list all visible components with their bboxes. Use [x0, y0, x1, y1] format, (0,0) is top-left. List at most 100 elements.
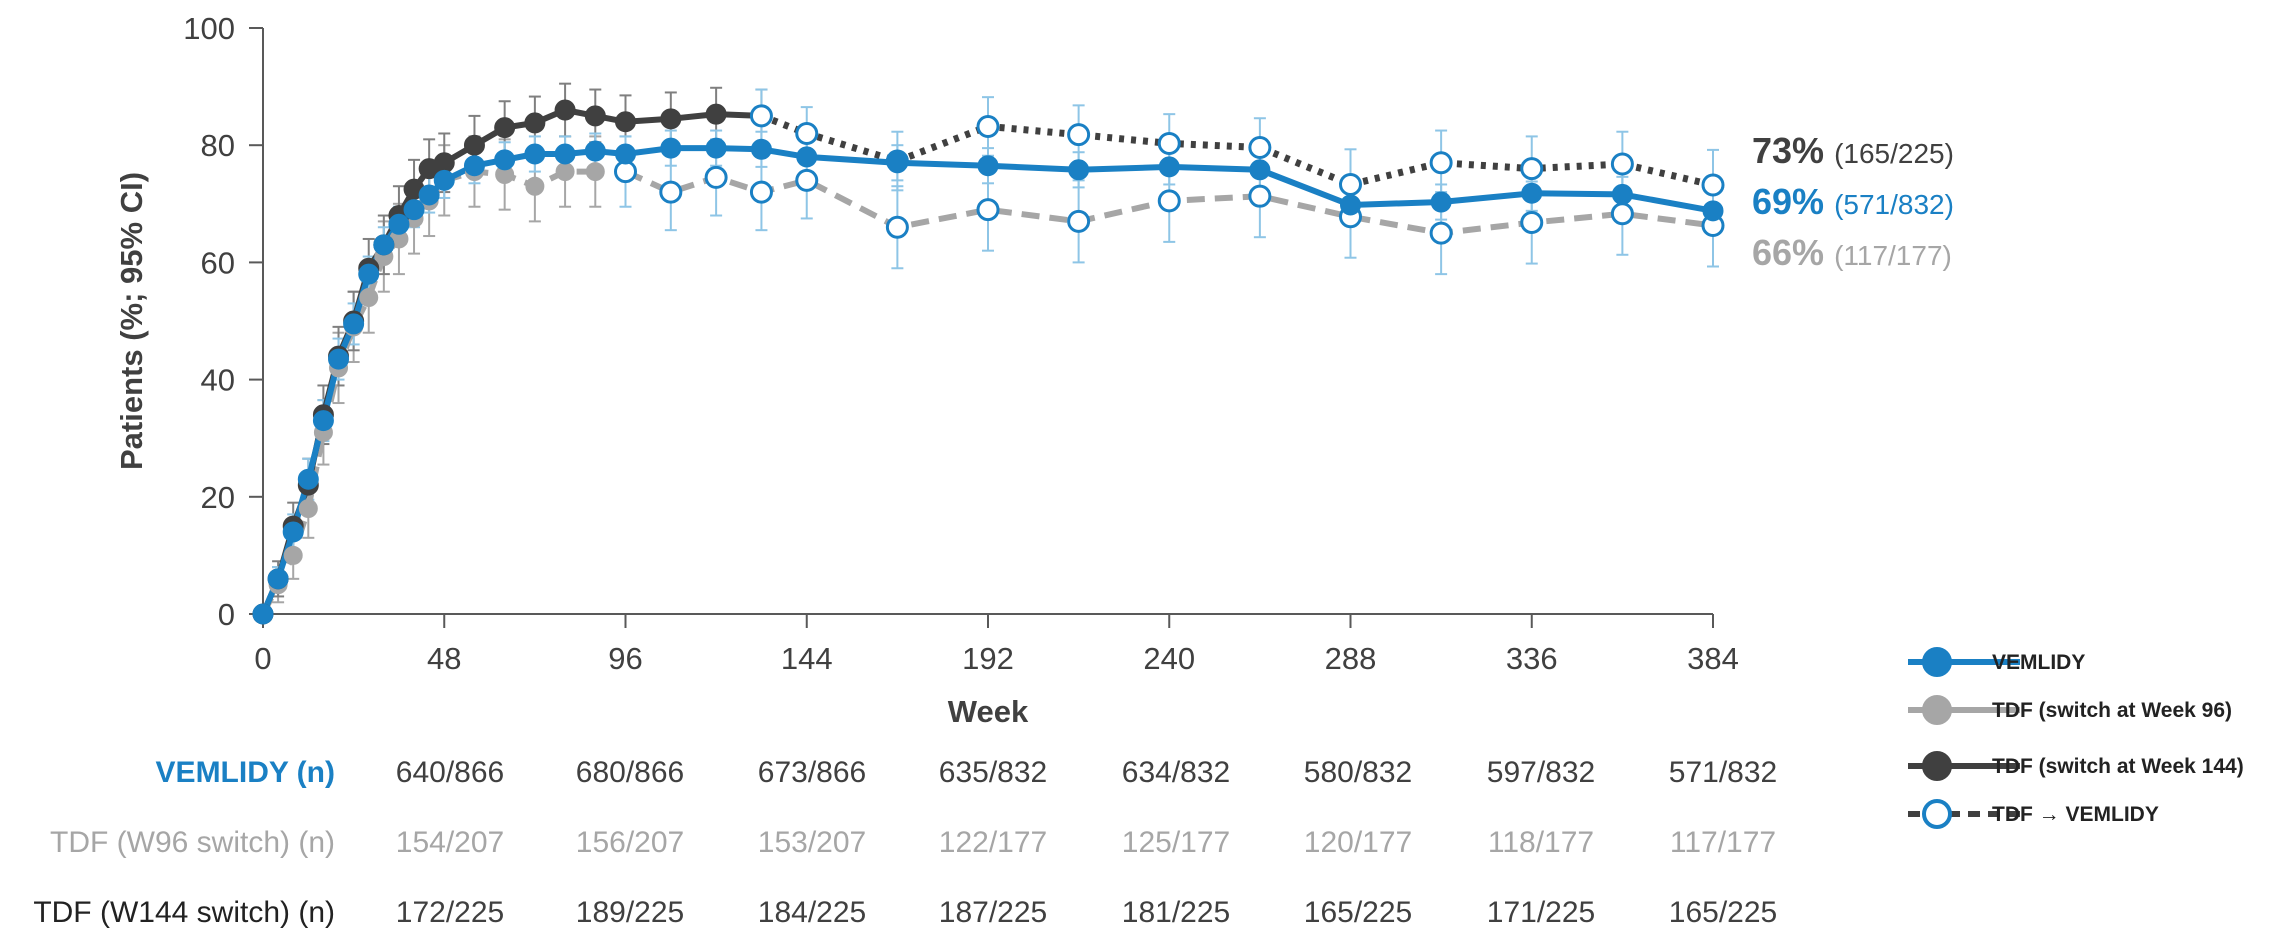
data-point: [749, 180, 773, 204]
y-tick-label: 80: [201, 128, 235, 163]
table-row-label: TDF (W96 switch) (n): [50, 826, 335, 859]
data-point: [463, 134, 485, 156]
table-cell: 120/177: [1304, 826, 1412, 859]
table-cell: 634/832: [1122, 756, 1230, 789]
legend-swatch-marker: [1922, 799, 1952, 829]
end-label-percent: 66%: [1752, 232, 1824, 273]
data-point: [1520, 211, 1544, 235]
data-point: [433, 152, 455, 174]
n-table: VEMLIDY (n) 640/866 680/866 673/866 635/832 6…: [33, 756, 1777, 929]
y-tick-label: 100: [183, 11, 235, 46]
data-point: [704, 165, 728, 189]
data-point: [795, 121, 819, 145]
data-point: [705, 103, 727, 125]
data-point: [615, 143, 636, 165]
x-tick-label: 240: [1143, 641, 1195, 676]
data-point: [267, 568, 289, 590]
data-point: [659, 180, 683, 204]
data-point: [584, 140, 606, 162]
x-tick-label: 192: [962, 641, 1014, 676]
data-point: [1429, 151, 1453, 175]
table-cell: 165/225: [1304, 896, 1412, 929]
data-point: [1521, 182, 1543, 204]
data-point: [343, 313, 365, 335]
data-point: [433, 169, 455, 191]
x-tick-label: 336: [1506, 641, 1558, 676]
data-point: [554, 143, 576, 165]
legend-swatch-marker: [1922, 695, 1952, 725]
table-cell: 125/177: [1122, 826, 1230, 859]
table-cell: 117/177: [1670, 826, 1776, 859]
end-label: 69% (571/832): [1752, 181, 1954, 222]
data-point: [297, 468, 319, 490]
data-point: [660, 108, 682, 130]
table-cell: 189/225: [576, 896, 684, 929]
table-cell: 156/207: [576, 826, 684, 859]
table-row-label: VEMLIDY (n): [156, 756, 335, 789]
table-cell: 118/177: [1488, 826, 1594, 859]
data-point: [418, 184, 440, 206]
data-point: [1339, 172, 1362, 196]
data-point: [1067, 123, 1091, 147]
end-label-fraction: (571/832): [1834, 189, 1954, 220]
table-cell: 154/207: [396, 826, 504, 859]
table-row-label: TDF (W144 switch) (n): [33, 896, 335, 929]
data-point: [463, 155, 485, 177]
data-point: [750, 138, 772, 160]
x-tick-label: 288: [1325, 641, 1377, 676]
end-label: 66% (117/177): [1752, 232, 1952, 273]
data-point: [1429, 221, 1453, 245]
data-point: [358, 263, 380, 285]
end-labels: 73% (165/225) 69% (571/832) 66% (117/177): [1752, 130, 1954, 273]
data-point: [977, 155, 999, 177]
table-cell: 187/225: [939, 896, 1047, 929]
data-point: [252, 603, 274, 625]
data-point: [1611, 183, 1633, 205]
data-point: [1520, 157, 1544, 181]
y-tick-label: 20: [201, 480, 235, 515]
legend: VEMLIDY TDF (switch at Week 96) TDF (switc…: [1908, 647, 2244, 829]
y-axis-title: Patients (%; 95% CI): [114, 172, 149, 470]
data-point: [885, 215, 909, 239]
x-tick-label: 384: [1687, 641, 1739, 676]
data-point: [615, 111, 636, 133]
series-markers: [252, 99, 1725, 625]
data-point: [403, 199, 425, 221]
end-label: 73% (165/225): [1752, 130, 1954, 171]
table-cell: 165/225: [1669, 896, 1777, 929]
y-tick-label: 0: [218, 597, 235, 632]
table-cell: 571/832: [1669, 756, 1777, 789]
end-label-fraction: (117/177): [1834, 240, 1952, 271]
axes: 0 20 40 60 80 100 0 48 96 144 192 240 288 336 384 Patie…: [114, 11, 1739, 729]
legend-label: TDF → VEMLIDY: [1992, 803, 2159, 826]
data-point: [524, 112, 546, 134]
table-cell: 181/225: [1122, 896, 1230, 929]
end-label-percent: 69%: [1752, 181, 1824, 222]
data-point: [1248, 184, 1272, 208]
data-point: [1068, 159, 1090, 181]
data-point: [494, 149, 516, 171]
data-point: [1157, 131, 1181, 155]
table-cell: 184/225: [758, 896, 866, 929]
data-point: [388, 213, 410, 235]
data-point: [1701, 173, 1725, 197]
data-point: [1158, 156, 1180, 178]
series-line-1: [260, 168, 596, 616]
data-point: [976, 114, 1000, 138]
series-line-4: [760, 112, 1714, 189]
end-label-fraction: (165/225): [1834, 138, 1954, 169]
data-point: [705, 137, 727, 159]
table-cell: 122/177: [939, 826, 1047, 859]
data-point: [1340, 194, 1361, 216]
data-point: [1157, 189, 1181, 213]
data-point: [886, 152, 908, 174]
legend-label: TDF (switch at Week 96): [1992, 699, 2232, 722]
data-point: [660, 137, 682, 159]
data-point: [1248, 136, 1272, 160]
legend-swatch-marker: [1922, 647, 1952, 677]
table-cell: 580/832: [1304, 756, 1412, 789]
data-point: [312, 410, 334, 432]
legend-swatch-marker: [1922, 751, 1952, 781]
table-cell: 153/207: [758, 826, 866, 859]
data-point: [1610, 202, 1634, 226]
